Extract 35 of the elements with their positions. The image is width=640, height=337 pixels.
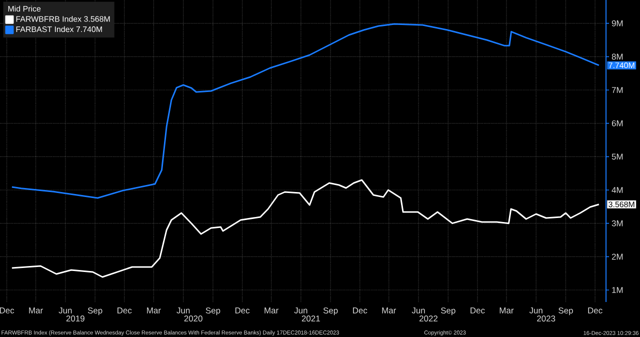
- x-tick-label: Jun: [294, 308, 308, 314]
- x-tick-label: Sep: [88, 308, 102, 316]
- x-tick-label: Sep: [323, 308, 338, 316]
- y-tick-label: 1M: [612, 287, 623, 293]
- x-tick-label: Dec: [470, 308, 485, 314]
- x-tick-label: Mar: [382, 308, 396, 314]
- y-tick-label: 3M: [612, 220, 623, 226]
- x-tick-label: Mar: [264, 308, 278, 314]
- x-tick-label: Sep: [206, 308, 220, 316]
- x-tick-label: Dec: [0, 308, 14, 314]
- y-tick-label: 6M: [612, 120, 623, 126]
- x-tick-label: Dec: [353, 308, 368, 314]
- x2-tick-label: 2022: [419, 316, 438, 322]
- x2-tick-label: 2023: [537, 316, 556, 322]
- y-tick-label: 8M: [612, 54, 623, 60]
- y-tick-label: 9M: [612, 20, 623, 26]
- x2-tick-label: 2021: [302, 316, 320, 322]
- x-tick-label: Sep: [441, 308, 456, 316]
- x-tick-label: Dec: [118, 308, 132, 314]
- y-tick-label: 4M: [612, 187, 623, 193]
- x-tick-label: Sep: [558, 308, 573, 316]
- x2-tick-label: 2019: [66, 316, 84, 322]
- y-tick-label: 5M: [612, 154, 623, 160]
- x-tick-label: Jun: [176, 308, 190, 314]
- x-tick-label: Mar: [500, 308, 514, 314]
- x-tick-label: Jun: [529, 308, 542, 314]
- x-tick-label: Dec: [235, 308, 250, 314]
- x2-tick-label: 2020: [184, 316, 202, 322]
- y-tick-label: 2M: [612, 254, 623, 260]
- y-tick-label: 7M: [612, 87, 623, 93]
- x-tick-label: Jun: [58, 308, 72, 314]
- x-tick-label: Mar: [147, 308, 161, 314]
- x-tick-label: Mar: [29, 308, 43, 314]
- x-tick-label: Jun: [412, 308, 425, 314]
- x-tick-label: Dec: [588, 308, 602, 314]
